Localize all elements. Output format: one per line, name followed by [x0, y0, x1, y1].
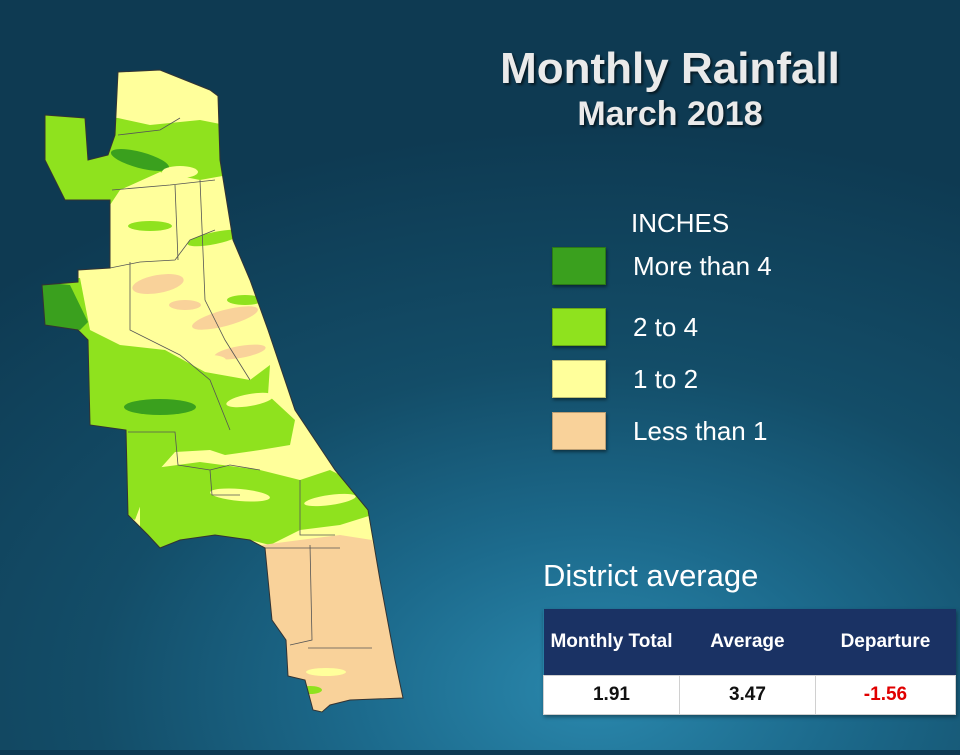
- map-zone-over4-north: [110, 149, 170, 171]
- map-subtitle: March 2018: [577, 95, 763, 133]
- table-header-row: Monthly Total Average Departure: [543, 609, 956, 676]
- map-title: Monthly Rainfall: [500, 44, 840, 93]
- average-value: 3.47: [678, 675, 816, 715]
- map-zone-under1-south: [262, 535, 403, 712]
- legend-swatch: [552, 247, 606, 285]
- legend-item-1-to-2: 1 to 2: [552, 359, 698, 399]
- legend-swatch: [552, 412, 606, 450]
- map-zone-over4-central: [124, 399, 196, 415]
- district-average-heading: District average: [543, 558, 759, 593]
- map-zone-over4-west: [42, 282, 88, 330]
- legend-label: 1 to 2: [633, 363, 699, 394]
- map-zone-2to4-west: [42, 278, 295, 520]
- legend-label: More than 4: [633, 250, 772, 281]
- rainfall-map: [0, 0, 460, 750]
- column-departure: Departure: [815, 609, 956, 676]
- legend-item-2-to-4: 2 to 4: [552, 307, 698, 347]
- column-monthly-total: Monthly Total: [543, 609, 680, 676]
- legend-swatch: [552, 360, 606, 398]
- legend-item-less-than-1: Less than 1: [552, 411, 767, 451]
- map-svg: [41, 69, 404, 713]
- column-average: Average: [679, 609, 816, 676]
- legend-heading: INCHES: [631, 208, 730, 238]
- map-zone-under1-a: [132, 274, 184, 294]
- departure-value: -1.56: [814, 675, 957, 715]
- map-zone-2to4-south: [140, 462, 372, 548]
- legend-swatch: [552, 308, 606, 346]
- legend-label: 2 to 4: [633, 311, 699, 342]
- table-row: 1.91 3.47 -1.56: [543, 675, 957, 715]
- legend-label: Less than 1: [633, 415, 768, 446]
- legend-item-more-than-4: More than 4: [552, 246, 772, 286]
- district-average-table: Monthly Total Average Departure 1.91 3.4…: [543, 609, 957, 715]
- county-borders: [109, 117, 372, 649]
- map-outline: [41, 69, 404, 713]
- monthly-total-value: 1.91: [543, 675, 680, 715]
